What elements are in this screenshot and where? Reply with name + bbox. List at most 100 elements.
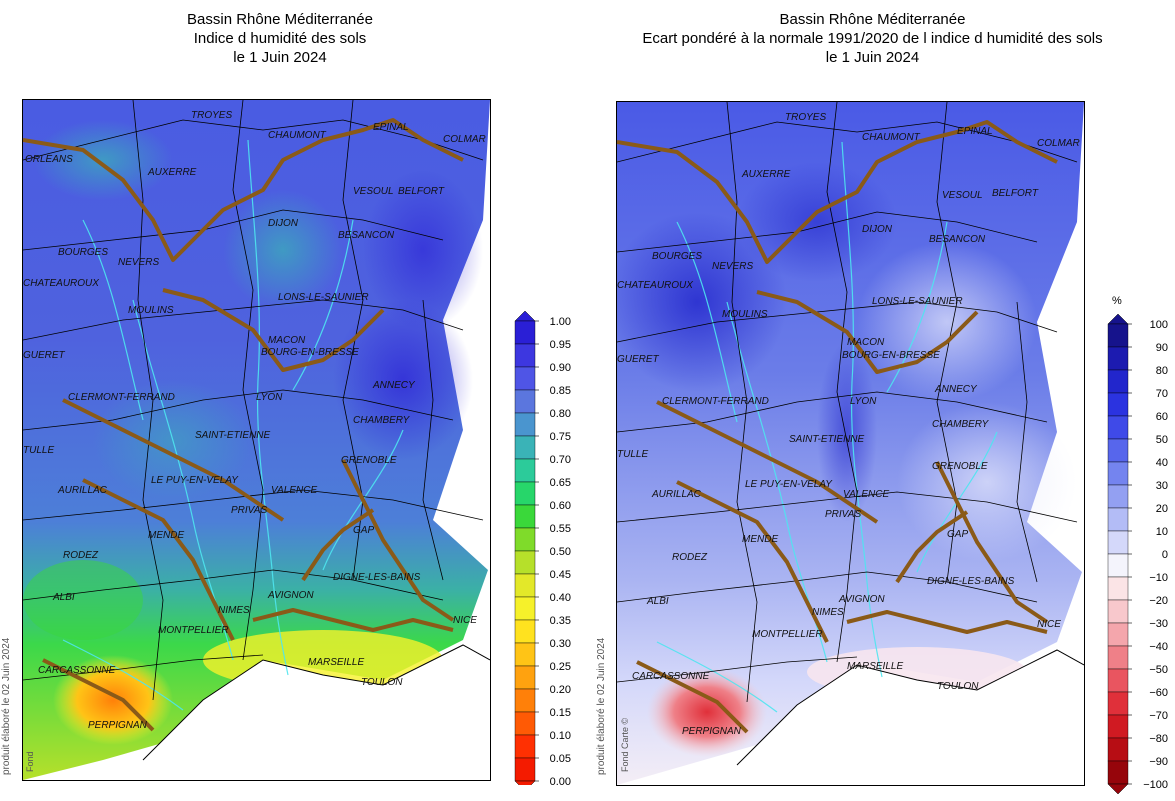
- city-label: ANNECY: [934, 384, 978, 395]
- colorbar-tick-label: 40: [1156, 457, 1168, 469]
- colorbar-swatch: [1107, 622, 1129, 647]
- city-label: VESOUL: [942, 190, 983, 201]
- colorbar-swatch: [1107, 415, 1129, 440]
- colorbar-tick-label: −70: [1149, 710, 1168, 722]
- city-label: GUERET: [23, 350, 66, 361]
- city-label: GRENOBLE: [341, 455, 397, 466]
- city-label: DIGNE-LES-BAINS: [333, 572, 421, 583]
- colorbar-swatch: [514, 688, 536, 713]
- city-label: BESANCON: [338, 230, 395, 241]
- colorbar-tick-label: 0.10: [550, 730, 571, 742]
- colorbar-bottom-arrow: [514, 780, 536, 785]
- city-label: BELFORT: [398, 186, 445, 197]
- right-city-labels: TROYES CHAUMONT EPINAL COLMAR AUXERRE VE…: [617, 112, 1080, 737]
- colorbar-tick-label: 80: [1156, 365, 1168, 377]
- right-map-title: Bassin Rhône Méditerranée Ecart pondéré …: [600, 10, 1145, 67]
- colorbar-top-arrow: [1107, 313, 1129, 325]
- colorbar-tick-label: 30: [1156, 480, 1168, 492]
- colorbar-tick-label: 0.00: [550, 776, 571, 785]
- city-label: MACON: [847, 337, 885, 348]
- colorbar-swatch: [1107, 369, 1129, 394]
- right-title-line1: Bassin Rhône Méditerranée: [779, 11, 966, 28]
- colorbar-swatch: [1107, 461, 1129, 486]
- colorbar-tick-label: 0.15: [550, 707, 571, 719]
- colorbar-swatch: [1107, 760, 1129, 785]
- colorbar-tick-label: 20: [1156, 503, 1168, 515]
- city-label: COLMAR: [443, 134, 486, 145]
- left-colorbar-labels: 1.00 0.95 0.90 0.85 0.80 0.75 0.70 0.65 0.60 0.55…: [535, 316, 571, 785]
- colorbar-swatch: [514, 550, 536, 575]
- city-label: PRIVAS: [231, 505, 267, 516]
- city-label: ANNECY: [372, 380, 416, 391]
- right-colorbar-swatches: [1107, 313, 1129, 795]
- city-label: LONS-LE-SAUNIER: [278, 292, 369, 303]
- colorbar-swatch: [514, 734, 536, 759]
- city-label: NEVERS: [118, 257, 159, 268]
- left-soil-moisture-map: TROYES CHAUMONT EPINAL COLMAR ORLEANS AU…: [22, 99, 491, 781]
- city-label: NICE: [1037, 619, 1061, 630]
- city-label: NEVERS: [712, 261, 753, 272]
- city-label: TROYES: [785, 112, 826, 123]
- right-colorbar: % 1009080706050403020100−10−20−30−40−50−…: [1107, 295, 1168, 795]
- right-credit: produit élaboré le 02 Juin 2024: [596, 637, 607, 775]
- city-label: CHAMBERY: [932, 419, 990, 430]
- city-label: AVIGNON: [838, 594, 885, 605]
- city-label: CHATEAUROUX: [617, 280, 693, 291]
- city-label: GAP: [353, 525, 374, 536]
- right-anomaly-map: TROYES CHAUMONT EPINAL COLMAR AUXERRE VE…: [616, 101, 1085, 786]
- city-label: AUXERRE: [741, 169, 791, 180]
- colorbar-tick-label: 0.25: [550, 661, 571, 673]
- city-label: CHAUMONT: [862, 132, 921, 143]
- city-label: BELFORT: [992, 188, 1039, 199]
- city-label: VESOUL: [353, 186, 394, 197]
- colorbar-tick-label: 1.00: [550, 316, 571, 328]
- colorbar-tick-label: 0.90: [550, 362, 571, 374]
- colorbar-tick-label: 100: [1150, 319, 1168, 331]
- colorbar-swatch: [1107, 553, 1129, 578]
- left-city-labels: TROYES CHAUMONT EPINAL COLMAR ORLEANS AU…: [23, 110, 486, 731]
- city-label: EPINAL: [957, 126, 993, 137]
- city-label: LONS-LE-SAUNIER: [872, 296, 963, 307]
- city-label: PRIVAS: [825, 509, 861, 520]
- city-label: NIMES: [812, 607, 844, 618]
- colorbar-swatch: [514, 711, 536, 736]
- city-label: NIMES: [218, 605, 250, 616]
- city-label: TOULON: [937, 681, 979, 692]
- colorbar-swatch: [514, 757, 536, 782]
- right-map-canvas: TROYES CHAUMONT EPINAL COLMAR AUXERRE VE…: [617, 102, 1084, 785]
- right-colorbar-unit: %: [1112, 295, 1122, 307]
- left-map-title: Bassin Rhône Méditerranée Indice d humid…: [80, 10, 480, 67]
- colorbar-tick-label: 0.30: [550, 638, 571, 650]
- city-label: TROYES: [191, 110, 232, 121]
- right-colorbar-labels: 1009080706050403020100−10−20−30−40−50−60…: [1128, 319, 1168, 791]
- colorbar-tick-label: −90: [1149, 756, 1168, 768]
- colorbar-tick-label: 0.05: [550, 753, 571, 765]
- city-label: CLERMONT-FERRAND: [68, 392, 175, 403]
- colorbar-tick-label: 0.65: [550, 477, 571, 489]
- left-title-line3: le 1 Juin 2024: [233, 49, 327, 66]
- colorbar-swatch: [514, 320, 536, 345]
- colorbar-swatch: [1107, 737, 1129, 762]
- city-label: MARSEILLE: [847, 661, 903, 672]
- city-label: DIGNE-LES-BAINS: [927, 576, 1015, 587]
- right-title-line2: Ecart pondéré à la normale 1991/2020 de …: [642, 30, 1103, 47]
- colorbar-swatch: [514, 366, 536, 391]
- city-label: BOURG-EN-BRESSE: [261, 347, 359, 358]
- colorbar-tick-label: 50: [1156, 434, 1168, 446]
- colorbar-swatch: [514, 389, 536, 414]
- city-label: NICE: [453, 615, 477, 626]
- colorbar-swatch: [1107, 668, 1129, 693]
- city-label: AURILLAC: [57, 485, 108, 496]
- colorbar-swatch: [514, 665, 536, 690]
- left-title-line2: Indice d humidité des sols: [193, 30, 367, 47]
- city-label: BOURGES: [58, 247, 108, 258]
- left-colorbar: 1.00 0.95 0.90 0.85 0.80 0.75 0.70 0.65 0.60 0.55…: [514, 310, 571, 785]
- colorbar-swatch: [514, 504, 536, 529]
- colorbar-tick-label: −40: [1149, 641, 1168, 653]
- colorbar-tick-label: −20: [1149, 595, 1168, 607]
- colorbar-swatch: [514, 596, 536, 621]
- city-label: DIJON: [268, 218, 299, 229]
- colorbar-swatch: [1107, 507, 1129, 532]
- city-label: MOULINS: [722, 309, 768, 320]
- city-label: BOURG-EN-BRESSE: [842, 350, 940, 361]
